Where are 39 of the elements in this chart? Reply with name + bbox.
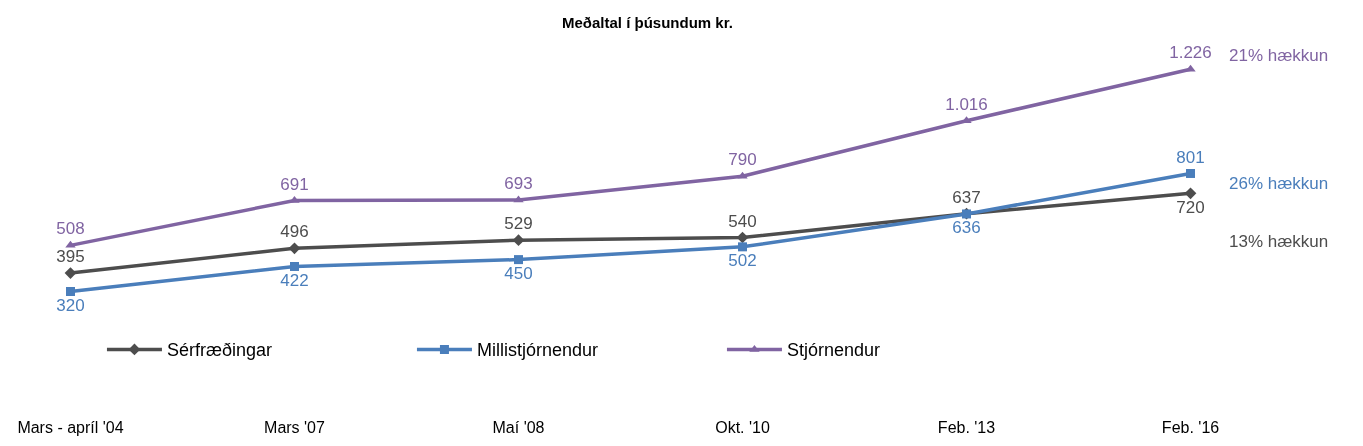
data-label: 496 xyxy=(280,222,309,242)
data-label: 529 xyxy=(504,214,533,234)
data-label: 637 xyxy=(952,187,981,207)
x-tick-label: Mars - apríl '04 xyxy=(17,419,124,436)
legend-label: Millistjórnendur xyxy=(476,340,598,361)
point xyxy=(64,267,77,279)
x-tick-label: Feb. '13 xyxy=(937,419,996,436)
point xyxy=(65,240,76,248)
annotation: 13% hækkun xyxy=(1229,232,1329,251)
point xyxy=(513,195,524,203)
data-label: 720 xyxy=(1176,197,1205,217)
x-tick-label: Feb. '16 xyxy=(1161,419,1220,436)
point xyxy=(65,287,75,296)
annotation: 26% hækkun xyxy=(1229,174,1329,193)
legend-label: Sérfræðingar xyxy=(166,340,272,361)
point xyxy=(1186,168,1196,178)
data-label: 691 xyxy=(280,174,309,194)
data-label: 502 xyxy=(728,251,757,271)
data-label: 508 xyxy=(56,219,85,239)
data-label: 422 xyxy=(280,270,309,290)
x-tick-label: Mars '07 xyxy=(264,419,326,436)
data-label: 801 xyxy=(1176,147,1205,167)
data-label: 1.016 xyxy=(945,94,988,114)
data-label: 636 xyxy=(952,218,981,238)
point xyxy=(738,242,747,252)
legend-label: Stjórnendur xyxy=(786,340,881,361)
data-label: 1.226 xyxy=(1169,43,1212,63)
x-tick-label: Maí '08 xyxy=(492,419,545,436)
data-label: 790 xyxy=(728,150,757,170)
data-label: 540 xyxy=(728,211,757,231)
data-label: 320 xyxy=(56,295,85,315)
point xyxy=(514,255,523,265)
data-label: 450 xyxy=(504,263,533,283)
point xyxy=(289,261,299,271)
data-label: 693 xyxy=(504,174,533,194)
x-tick-label: Okt. '10 xyxy=(715,419,770,436)
data-label: 395 xyxy=(56,247,85,267)
chart-title: Meðaltal í þúsundum kr. xyxy=(562,14,733,32)
text: 21% hækkun xyxy=(1229,46,1329,65)
